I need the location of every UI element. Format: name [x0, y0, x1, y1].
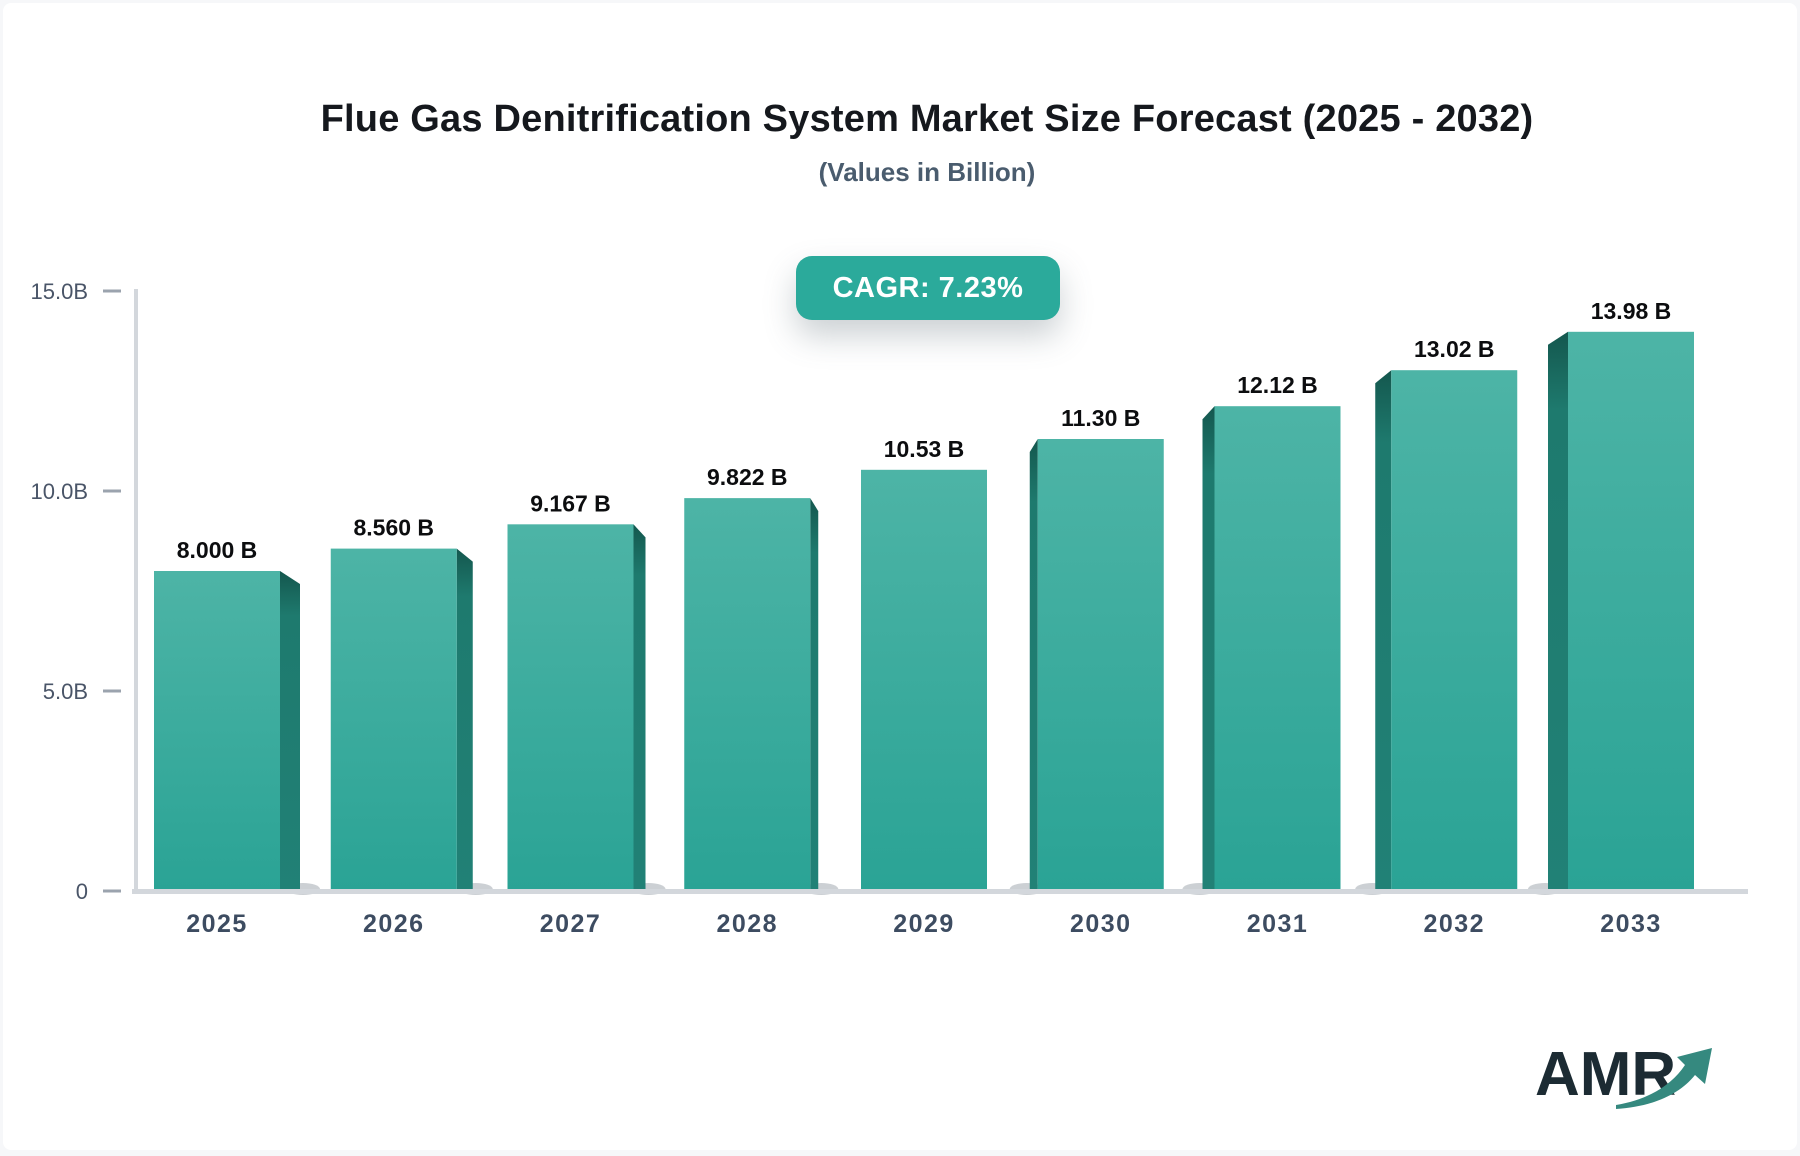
bar-value-label: 13.98 B	[1591, 298, 1672, 324]
bar-2032	[1391, 370, 1518, 891]
bar-2025	[154, 571, 280, 891]
x-tick-label-2028: 2028	[716, 910, 778, 938]
bar-value-label: 9.167 B	[530, 490, 611, 516]
bar-side-face-2033	[1548, 331, 1568, 891]
bar-value-label: 8.000 B	[177, 537, 258, 563]
bar-2033	[1568, 331, 1694, 891]
y-tick-label: 5.0B	[43, 679, 88, 704]
x-tick-label-2032: 2032	[1423, 910, 1485, 938]
x-tick-label-2027: 2027	[540, 910, 602, 938]
x-tick-label-2025: 2025	[186, 910, 248, 938]
bar-ground-shadow	[1528, 883, 1562, 895]
bar-value-label: 9.822 B	[707, 464, 788, 490]
bar-value-label: 10.53 B	[884, 436, 965, 462]
x-tick-label-2029: 2029	[893, 910, 955, 938]
bar-2027	[507, 524, 634, 891]
cagr-badge: CAGR: 7.23%	[796, 256, 1060, 320]
bar-side-face-2031	[1202, 406, 1215, 891]
growth-arrow-icon	[1616, 1048, 1712, 1109]
chart-subtitle: (Values in Billion)	[818, 157, 1036, 187]
bar-ground-shadow	[1182, 883, 1217, 895]
bar-2026	[330, 548, 457, 891]
bar-ground-shadow	[804, 883, 839, 895]
bar-value-label: 11.30 B	[1061, 405, 1140, 431]
bar-side-face-2030	[1029, 439, 1038, 891]
bar-2031	[1214, 406, 1341, 891]
chart-header: Flue Gas Denitrification System Market S…	[27, 3, 1800, 188]
bar-side-face-2025	[280, 571, 300, 891]
bar-side-face-2027	[633, 524, 646, 891]
bar-2030	[1037, 439, 1164, 891]
bar-chart: 0 5.0B 10.0B 15.0B 8.000 B 8.560 B 9.167 B 9.82…	[31, 279, 1748, 938]
y-tick-label: 15.0B	[31, 279, 89, 304]
bar-side-face-2032	[1375, 370, 1392, 891]
bar-value-label: 8.560 B	[353, 515, 434, 541]
chart-card: Flue Gas Denitrification System Market S…	[3, 3, 1797, 1150]
growth-arrow-path	[1616, 1048, 1712, 1109]
amr-logo: AMR	[1535, 1039, 1735, 1129]
x-tick-label-2030: 2030	[1070, 910, 1132, 938]
bar-2029	[861, 469, 987, 891]
bar-ground-shadow	[631, 883, 666, 895]
bar-value-label: 13.02 B	[1414, 336, 1495, 362]
bar-ground-shadow	[286, 883, 320, 895]
bar-ground-shadow	[1009, 883, 1044, 895]
x-tick-label-2026: 2026	[363, 910, 425, 938]
bar-ground-shadow	[458, 883, 493, 895]
bar-value-label: 12.12 B	[1237, 372, 1318, 398]
cagr-badge-label: CAGR: 7.23%	[832, 271, 1024, 304]
x-tick-label-2031: 2031	[1247, 910, 1309, 938]
y-tick-label: 10.0B	[31, 479, 89, 504]
y-tick-label: 0	[76, 879, 88, 904]
bar-side-face-2028	[810, 498, 819, 891]
bar-2028	[684, 498, 811, 891]
x-tick-label-2033: 2033	[1600, 910, 1662, 938]
bar-ground-shadow	[1355, 883, 1390, 895]
chart-title: Flue Gas Denitrification System Market S…	[320, 98, 1534, 140]
bar-side-face-2026	[456, 548, 473, 891]
